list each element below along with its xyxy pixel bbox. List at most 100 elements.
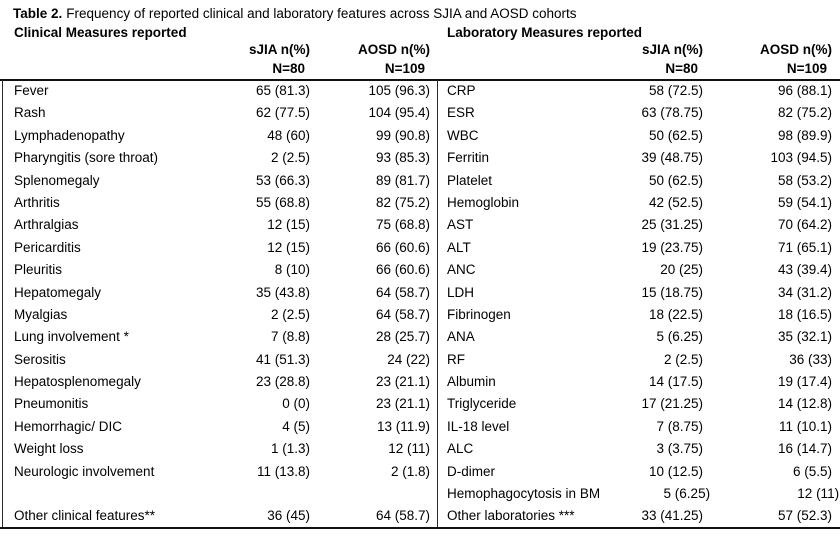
sjia-value: 35 (43.8) [255, 284, 310, 300]
aosd-value: 82 (75.2) [777, 105, 832, 121]
sjia-value: 12 (15) [267, 239, 310, 255]
sjia-value: 23 (28.8) [255, 374, 310, 390]
table-row: D-dimer 10 (12.5) 6 (5.5) [437, 461, 840, 483]
table-row: Lung involvement * 7 (8.8) 28 (25.7) [0, 326, 437, 348]
sjia-value [214, 483, 310, 505]
table-row: Rash 62 (77.5) 104 (95.4) [0, 102, 437, 124]
laboratory-header-row: sJIA n(%) N=80 AOSD n(%) N=109 [437, 40, 840, 78]
table-row: Lymphadenopathy 48 (60) 99 (90.8) [0, 125, 437, 147]
aosd-value: 35 (32.1) [777, 329, 832, 345]
aosd-value: 93 (85.3) [375, 150, 430, 166]
clinical-sjia-header: sJIA n(%) N=80 [214, 40, 310, 78]
sjia-value: 63 (78.75) [641, 105, 703, 121]
laboratory-table-body: CRP 58 (72.5) 96 (88.1) ESR 63 (78.75) 82 (75… [437, 80, 840, 528]
sjia-value: 7 (8.75) [656, 418, 703, 434]
table-bottom-rule [0, 527, 840, 529]
aosd-n-label: N=109 [786, 61, 827, 76]
row-label: Splenomegaly [14, 172, 100, 188]
aosd-value: 28 (25.7) [375, 329, 430, 345]
clinical-table-body: Fever 65 (81.3) 105 (96.3) Rash 62 (77.5) 104… [0, 80, 437, 528]
sjia-value: 10 (12.5) [648, 463, 703, 479]
row-label: Triglyceride [447, 396, 517, 412]
aosd-value: 11 (10.1) [778, 418, 832, 434]
table-row: Arthralgias 12 (15) 75 (68.8) [0, 214, 437, 236]
aosd-value: 18 (16.5) [777, 306, 832, 322]
table-row: Hepatomegaly 35 (43.8) 64 (58.7) [0, 282, 437, 304]
aosd-value: 16 (14.7) [777, 441, 832, 457]
aosd-value: 23 (21.1) [375, 396, 430, 412]
aosd-value: 103 (94.5) [770, 150, 832, 166]
sjia-column-label: sJIA n(%) [248, 42, 310, 57]
sjia-value: 65 (81.3) [255, 83, 310, 98]
table-row: Arthritis 55 (68.8) 82 (75.2) [0, 192, 437, 214]
row-label: ESR [447, 105, 475, 121]
aosd-value: 96 (88.1) [777, 83, 832, 98]
table-row: Serositis 41 (51.3) 24 (22) [0, 349, 437, 371]
aosd-value: 89 (81.7) [375, 172, 430, 188]
row-label: IL-18 level [447, 418, 510, 434]
clinical-measures-table: Clinical Measures reported sJIA n(%) N=8… [0, 25, 437, 528]
aosd-column-label: AOSD n(%) [358, 42, 430, 57]
aosd-value: 19 (17.4) [777, 374, 832, 390]
laboratory-sjia-header: sJIA n(%) N=80 [593, 40, 703, 78]
clinical-feature-header [14, 40, 214, 78]
table-row: Splenomegaly 53 (66.3) 89 (81.7) [0, 170, 437, 192]
sjia-n-label: N=80 [665, 61, 698, 76]
aosd-value: 23 (21.1) [375, 374, 430, 390]
aosd-value: 64 (58.7) [375, 284, 430, 300]
table-row: Pneumonitis 0 (0) 23 (21.1) [0, 393, 437, 415]
row-label: Serositis [14, 351, 66, 367]
row-label: Pharyngitis (sore throat) [14, 150, 159, 166]
aosd-value: 2 (1.8) [390, 463, 430, 479]
table-caption: Table 2. Frequency of reported clinical a… [13, 6, 577, 21]
table-row: Albumin 14 (17.5) 19 (17.4) [437, 371, 840, 393]
aosd-value: 64 (58.7) [375, 306, 430, 322]
aosd-value: 66 (60.6) [375, 262, 430, 278]
row-label: Lymphadenopathy [14, 127, 125, 143]
sjia-value: 62 (77.5) [255, 105, 310, 121]
row-label: Neurologic involvement [14, 463, 155, 479]
sjia-value: 5 (6.25) [656, 329, 703, 345]
row-label: Hemorrhagic/ DIC [14, 418, 123, 434]
sjia-value: 11 (13.8) [256, 463, 310, 479]
row-label: Lung involvement * [14, 329, 129, 345]
sjia-n-label: N=80 [272, 61, 305, 76]
row-label: Hepatomegaly [14, 284, 102, 300]
table-row: Weight loss 1 (1.3) 12 (11) [0, 438, 437, 460]
sjia-value: 48 (60) [267, 127, 310, 143]
clinical-section-title: Clinical Measures reported [14, 25, 187, 40]
aosd-value: 6 (5.5) [792, 463, 832, 479]
row-label: Ferritin [447, 150, 490, 166]
sjia-value: 50 (62.5) [648, 172, 703, 188]
table-row: Pharyngitis (sore throat) 2 (2.5) 93 (85.3… [0, 147, 437, 169]
row-label: Pleuritis [14, 262, 63, 278]
aosd-value: 58 (53.2) [777, 172, 832, 188]
table-row: Fever 65 (81.3) 105 (96.3) [0, 80, 437, 102]
table-row [0, 483, 437, 505]
table-row: ANC 20 (25) 43 (39.4) [437, 259, 840, 281]
sjia-value: 39 (48.75) [641, 150, 703, 166]
table-row: AST 25 (31.25) 70 (64.2) [437, 214, 840, 236]
clinical-header-row: sJIA n(%) N=80 AOSD n(%) N=109 [0, 40, 437, 78]
table-row: Platelet 50 (62.5) 58 (53.2) [437, 170, 840, 192]
table-row: IL-18 level 7 (8.75) 11 (10.1) [437, 416, 840, 438]
table-row: ANA 5 (6.25) 35 (32.1) [437, 326, 840, 348]
row-label: Other clinical features** [14, 508, 156, 524]
clinical-aosd-header: AOSD n(%) N=109 [310, 40, 430, 78]
row-label: Fibrinogen [447, 306, 511, 322]
aosd-value: 82 (75.2) [375, 194, 430, 210]
table-row: Hemoglobin 42 (52.5) 59 (54.1) [437, 192, 840, 214]
row-label: Rash [14, 105, 46, 121]
table-row: Other laboratories *** 33 (41.25) 57 (52.3… [437, 505, 840, 527]
aosd-value: 64 (58.7) [375, 508, 430, 524]
table-row: Pleuritis 8 (10) 66 (60.6) [0, 259, 437, 281]
row-label: ALT [447, 239, 471, 255]
aosd-column-label: AOSD n(%) [760, 42, 832, 57]
table-row: Fibrinogen 18 (22.5) 18 (16.5) [437, 304, 840, 326]
row-label: Weight loss [14, 441, 84, 457]
sjia-value: 58 (72.5) [648, 83, 703, 98]
table-middle-divider [437, 80, 439, 527]
row-label: D-dimer [447, 463, 496, 479]
row-label: Myalgias [14, 306, 68, 322]
